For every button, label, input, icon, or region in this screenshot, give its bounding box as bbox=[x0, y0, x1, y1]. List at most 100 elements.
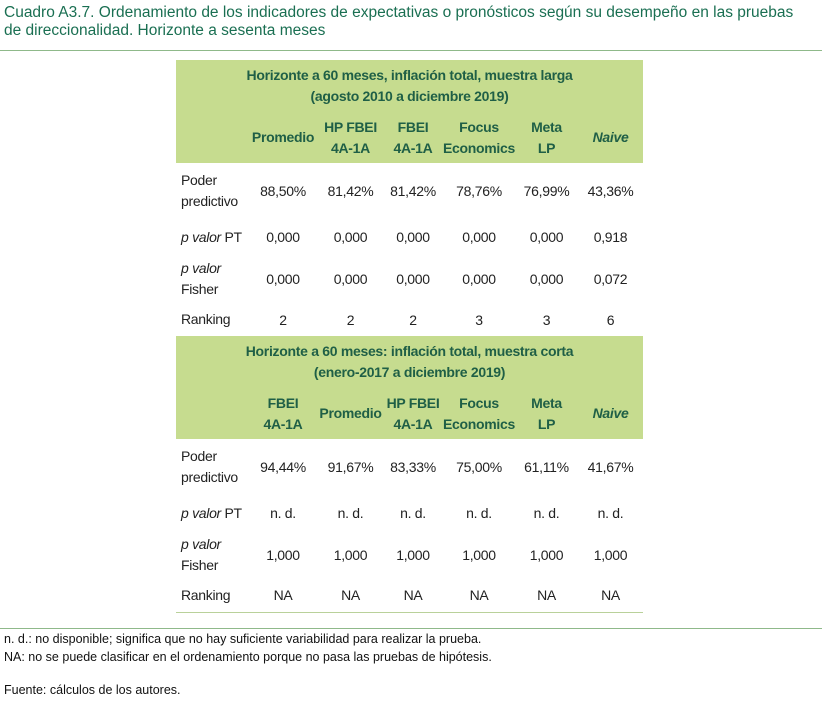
column-header-line: Economics bbox=[443, 139, 515, 156]
cell: 2 bbox=[279, 311, 287, 328]
cell: 0,072 bbox=[593, 271, 628, 287]
column-header-line: Naive bbox=[592, 405, 629, 421]
cell: n. d. bbox=[466, 505, 492, 521]
cell: 0,000 bbox=[462, 229, 496, 245]
data-row: p valor Fisher 1,000 1,000 1,000 1,000 1,000 1… bbox=[176, 531, 643, 579]
column-header: HP FBEI 4A-1A bbox=[383, 388, 443, 439]
row-label: Poder predictivo bbox=[176, 439, 248, 495]
cell: 3 bbox=[542, 311, 551, 328]
column-header-row: FBEI 4A-1A Promedio HP FBEI 4A-1A Focus Econom… bbox=[176, 388, 644, 439]
column-header-line: LP bbox=[537, 139, 556, 156]
cell: 81,42% bbox=[327, 183, 374, 199]
cell: 91,67% bbox=[327, 459, 374, 475]
source: Fuente: cálculos de los autores. bbox=[4, 683, 181, 697]
section-title-line: (agosto 2010 a diciembre 2019) bbox=[310, 88, 509, 104]
cell: n. d. bbox=[337, 505, 364, 521]
cell: 1,000 bbox=[529, 547, 564, 563]
column-header-line: Economics bbox=[443, 415, 515, 432]
cell: n. d. bbox=[597, 505, 624, 521]
cell: 75,00% bbox=[456, 459, 502, 475]
column-header-row: Promedio HP FBEI 4A-1A FBEI 4A-1A Focus Econom… bbox=[176, 112, 644, 163]
column-header: Naive bbox=[578, 112, 644, 163]
section-title: Horizonte a 60 meses: inflación total, m… bbox=[176, 336, 644, 388]
cell: 1,000 bbox=[396, 547, 430, 563]
section-title-line: (enero-2017 a diciembre 2019) bbox=[313, 364, 506, 380]
column-header: Focus Economics bbox=[443, 388, 515, 439]
cell: n. d. bbox=[533, 505, 560, 521]
cell: 0,000 bbox=[266, 229, 300, 245]
row-label: p valor Fisher bbox=[176, 531, 248, 579]
top-rule bbox=[0, 50, 822, 51]
cell: 61,11% bbox=[524, 459, 569, 475]
column-header-line: Meta bbox=[531, 394, 562, 411]
cell: NA bbox=[469, 587, 489, 604]
section-title: Horizonte a 60 meses, inflación total, m… bbox=[176, 60, 644, 112]
column-header: Focus Economics bbox=[443, 112, 515, 163]
data-row: p valor PT 0,000 0,000 0,000 0,000 0,000 0,918 bbox=[176, 219, 643, 255]
cell: n. d. bbox=[270, 505, 296, 521]
cell: 0,000 bbox=[333, 229, 368, 245]
cell: 0,918 bbox=[593, 229, 628, 245]
cell: 81,42% bbox=[390, 183, 436, 199]
row-label-italic: p valor bbox=[181, 504, 221, 521]
section-title-line: Horizonte a 60 meses: inflación total, m… bbox=[245, 343, 574, 359]
cell: NA bbox=[273, 587, 293, 604]
column-header: Promedio bbox=[248, 112, 318, 163]
cell: n. d. bbox=[400, 505, 426, 521]
cell: 43,36% bbox=[587, 183, 634, 199]
cell: 0,000 bbox=[396, 229, 430, 245]
data-row: p valor PT n. d. n. d. n. d. n. d. n. d. n. d. bbox=[176, 495, 643, 531]
cell: 1,000 bbox=[266, 547, 300, 563]
cell: NA bbox=[341, 587, 360, 604]
cell: NA bbox=[403, 587, 423, 604]
cell: 0,000 bbox=[529, 271, 564, 287]
data-row: Poder predictivo 88,50% 81,42% 81,42% 78,76%… bbox=[176, 163, 643, 219]
column-header-line: FBEI bbox=[397, 118, 429, 135]
cell: 0,000 bbox=[266, 271, 300, 287]
data-row: Poder predictivo 94,44% 91,67% 83,33% 75,00%… bbox=[176, 439, 643, 495]
cell: 2 bbox=[409, 311, 417, 328]
footnote: n. d.: no disponible; significa que no h… bbox=[4, 632, 482, 646]
cell: 0,000 bbox=[462, 271, 496, 287]
column-header-line: Naive bbox=[592, 129, 629, 145]
column-header-line: 4A-1A bbox=[393, 415, 433, 432]
cell: 1,000 bbox=[333, 547, 368, 563]
column-header-line: LP bbox=[537, 415, 556, 432]
row-label: p valor PT bbox=[176, 495, 248, 531]
data-row: Ranking NA NA NA NA NA NA bbox=[176, 579, 643, 612]
cell: NA bbox=[537, 587, 556, 604]
cell: 0,000 bbox=[333, 271, 368, 287]
row-label: Poder predictivo bbox=[176, 163, 248, 219]
column-header: Meta LP bbox=[515, 388, 578, 439]
row-label-italic: p valor bbox=[181, 228, 221, 245]
row-label-text: Ranking bbox=[181, 311, 231, 327]
row-label-text: Poder predictivo bbox=[181, 448, 238, 485]
cell: 94,44% bbox=[260, 459, 306, 475]
cell: 6 bbox=[606, 311, 615, 328]
column-header: FBEI 4A-1A bbox=[248, 388, 318, 439]
cell: 0,000 bbox=[396, 271, 430, 287]
column-header-line: HP FBEI bbox=[324, 118, 377, 135]
row-label: p valor PT bbox=[176, 219, 248, 255]
column-header-line: Promedio bbox=[251, 129, 315, 145]
data-row: Ranking 2 2 2 3 3 6 bbox=[176, 303, 643, 336]
cell: 76,99% bbox=[523, 183, 570, 199]
cell: 78,76% bbox=[456, 183, 502, 199]
data-row: p valor Fisher 0,000 0,000 0,000 0,000 0,000 0… bbox=[176, 255, 643, 303]
column-header: Naive bbox=[578, 388, 644, 439]
footnote: NA: no se puede clasificar en el ordenam… bbox=[4, 650, 492, 664]
cell: NA bbox=[601, 587, 620, 604]
row-label-text: PT bbox=[224, 504, 243, 521]
column-header-line: 4A-1A bbox=[393, 139, 433, 156]
cell: 1,000 bbox=[462, 547, 496, 563]
column-header-line: 4A-1A bbox=[331, 139, 370, 156]
cell: 1,000 bbox=[593, 547, 628, 563]
corner-cell bbox=[176, 388, 248, 439]
row-label: p valor Fisher bbox=[176, 255, 248, 303]
row-label-text: Poder predictivo bbox=[181, 172, 238, 209]
row-label-text: Fisher bbox=[181, 557, 219, 573]
bottom-rule bbox=[0, 628, 822, 629]
cell: 88,50% bbox=[260, 183, 306, 199]
section-header: Horizonte a 60 meses: inflación total, m… bbox=[176, 336, 644, 388]
